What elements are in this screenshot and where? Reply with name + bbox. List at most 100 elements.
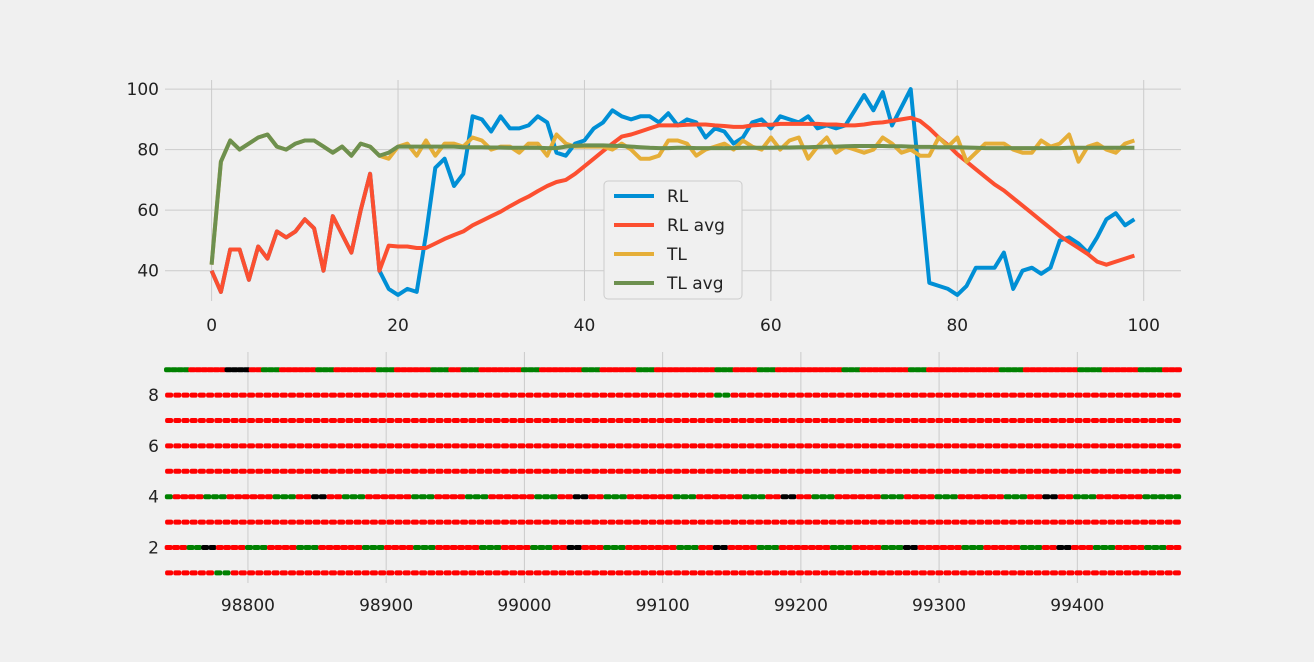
status-dot-row3-red xyxy=(697,519,706,525)
status-dot-row1-red xyxy=(1058,570,1067,576)
status-dot-row8-red xyxy=(812,392,821,398)
status-dot-row4-red xyxy=(326,494,335,500)
status-dot-row3-red xyxy=(607,519,616,525)
status-dot-row9-red xyxy=(962,367,971,373)
status-dot-row3-red xyxy=(935,519,944,525)
status-dot-row1-red xyxy=(796,570,804,576)
status-dot-row2-red xyxy=(464,544,473,550)
status-dot-row3-red xyxy=(705,519,714,525)
status-dot-row4-red xyxy=(526,494,535,500)
status-dot-row6-red xyxy=(951,443,960,449)
status-dot-row4-red xyxy=(1119,494,1128,500)
status-dot-row6-red xyxy=(460,443,469,449)
status-dot-row9-red xyxy=(496,367,505,373)
status-dot-row7-red xyxy=(738,418,747,424)
status-dot-row6-red xyxy=(664,443,673,449)
status-dot-row6-red xyxy=(353,443,362,449)
status-dot-row3-red xyxy=(771,519,780,525)
status-dot-row4-red xyxy=(226,494,235,500)
status-dot-row3-red xyxy=(263,519,272,525)
status-dot-row1-red xyxy=(1099,570,1108,576)
status-dot-row3-red xyxy=(509,519,518,525)
status-dot-row4-red xyxy=(511,494,520,500)
status-dot-row9-red xyxy=(490,367,499,373)
status-dot-row8-red xyxy=(648,392,657,398)
status-dot-row6-red xyxy=(640,443,649,449)
status-dot-row9-green xyxy=(720,367,729,373)
status-dot-row5-red xyxy=(435,468,444,474)
status-dot-row1-red xyxy=(574,570,583,576)
status-dot-row3-red xyxy=(525,519,534,525)
status-dot-row1-red xyxy=(492,570,501,576)
status-dot-row3-red xyxy=(804,519,813,525)
status-dot-row7-red xyxy=(869,418,878,424)
status-dot-row4-black xyxy=(311,494,320,500)
status-dot-row8-red xyxy=(615,392,624,398)
status-dot-row7-red xyxy=(525,418,534,424)
status-dot-row1-red xyxy=(910,570,919,576)
status-dot-row4-green xyxy=(272,494,281,500)
status-dot-row8-red xyxy=(697,392,706,398)
status-dot-row7-red xyxy=(238,418,247,424)
status-dot-row2-red xyxy=(997,544,1006,550)
status-dot-row1-red xyxy=(230,570,239,576)
status-dot-row7-red xyxy=(951,418,960,424)
status-dot-row7-red xyxy=(296,418,305,424)
status-dot-row1-red xyxy=(468,570,477,576)
status-dot-row8-red xyxy=(1123,392,1132,398)
status-dot-row8-red xyxy=(419,392,428,398)
status-dot-row9-red xyxy=(278,367,287,373)
status-dot-row4-red xyxy=(1065,494,1074,500)
status-dot-row5-red xyxy=(943,468,952,474)
status-dot-row4-red xyxy=(257,494,266,500)
line-chart-y-tick-labels: 40 60 80 100 xyxy=(127,80,159,282)
status-dot-row2-red xyxy=(522,544,531,550)
status-dot-row1-red xyxy=(247,570,256,576)
status-dot-row9-green xyxy=(913,367,922,373)
x-tick-label-99400: 99400 xyxy=(1050,596,1104,616)
status-dot-row9-red xyxy=(1059,367,1068,373)
status-dot-row2-red xyxy=(449,544,458,550)
status-dot-row8-red xyxy=(632,392,641,398)
status-dot-row2-red xyxy=(815,544,824,550)
status-dot-row5-red xyxy=(796,468,804,474)
status-dot-row1-red xyxy=(992,570,1001,576)
status-dot-row4-red xyxy=(172,494,181,500)
status-dot-row2-red xyxy=(223,544,232,550)
status-dot-row7-red xyxy=(910,418,919,424)
status-dot-row8-red xyxy=(533,392,542,398)
status-dot-row9-red xyxy=(732,367,741,373)
status-dot-row5-red xyxy=(247,468,256,474)
status-dot-row3-red xyxy=(378,519,387,525)
status-dot-row6-red xyxy=(550,443,559,449)
status-dot-row9-red xyxy=(817,367,826,373)
status-dot-row9-black xyxy=(230,367,239,373)
status-dot-row7-red xyxy=(386,418,395,424)
status-dot-row7-red xyxy=(501,418,510,424)
status-dot-row9-green xyxy=(327,367,336,373)
status-dot-row3-red xyxy=(173,519,182,525)
status-dot-row9-green xyxy=(762,367,771,373)
status-dot-row4-red xyxy=(588,494,597,500)
status-dot-row4-red xyxy=(980,494,989,500)
status-dot-row9-red xyxy=(557,367,566,373)
status-dot-row6-red xyxy=(271,443,280,449)
status-dot-row6-red xyxy=(1050,443,1058,449)
status-dot-row7-red xyxy=(1156,418,1165,424)
status-dot-row1-red xyxy=(328,570,337,576)
status-dot-row6-red xyxy=(263,443,272,449)
status-dot-row4-green xyxy=(1150,494,1159,500)
status-dot-row5-red xyxy=(632,468,641,474)
status-dot-row9-red xyxy=(1028,367,1037,373)
series-line-tl-avg xyxy=(209,132,1135,265)
status-dot-row5-red xyxy=(763,468,772,474)
status-dot-row6-red xyxy=(984,443,993,449)
status-dot-row7-red xyxy=(1140,418,1149,424)
status-dot-row7-red xyxy=(746,418,755,424)
status-dot-row7-red xyxy=(1131,418,1140,424)
status-dot-row8-red xyxy=(378,392,387,398)
status-dot-row2-red xyxy=(917,544,926,550)
status-dot-row1-red xyxy=(935,570,944,576)
status-dot-row4-red xyxy=(180,494,189,500)
status-dot-row9-red xyxy=(659,367,668,373)
